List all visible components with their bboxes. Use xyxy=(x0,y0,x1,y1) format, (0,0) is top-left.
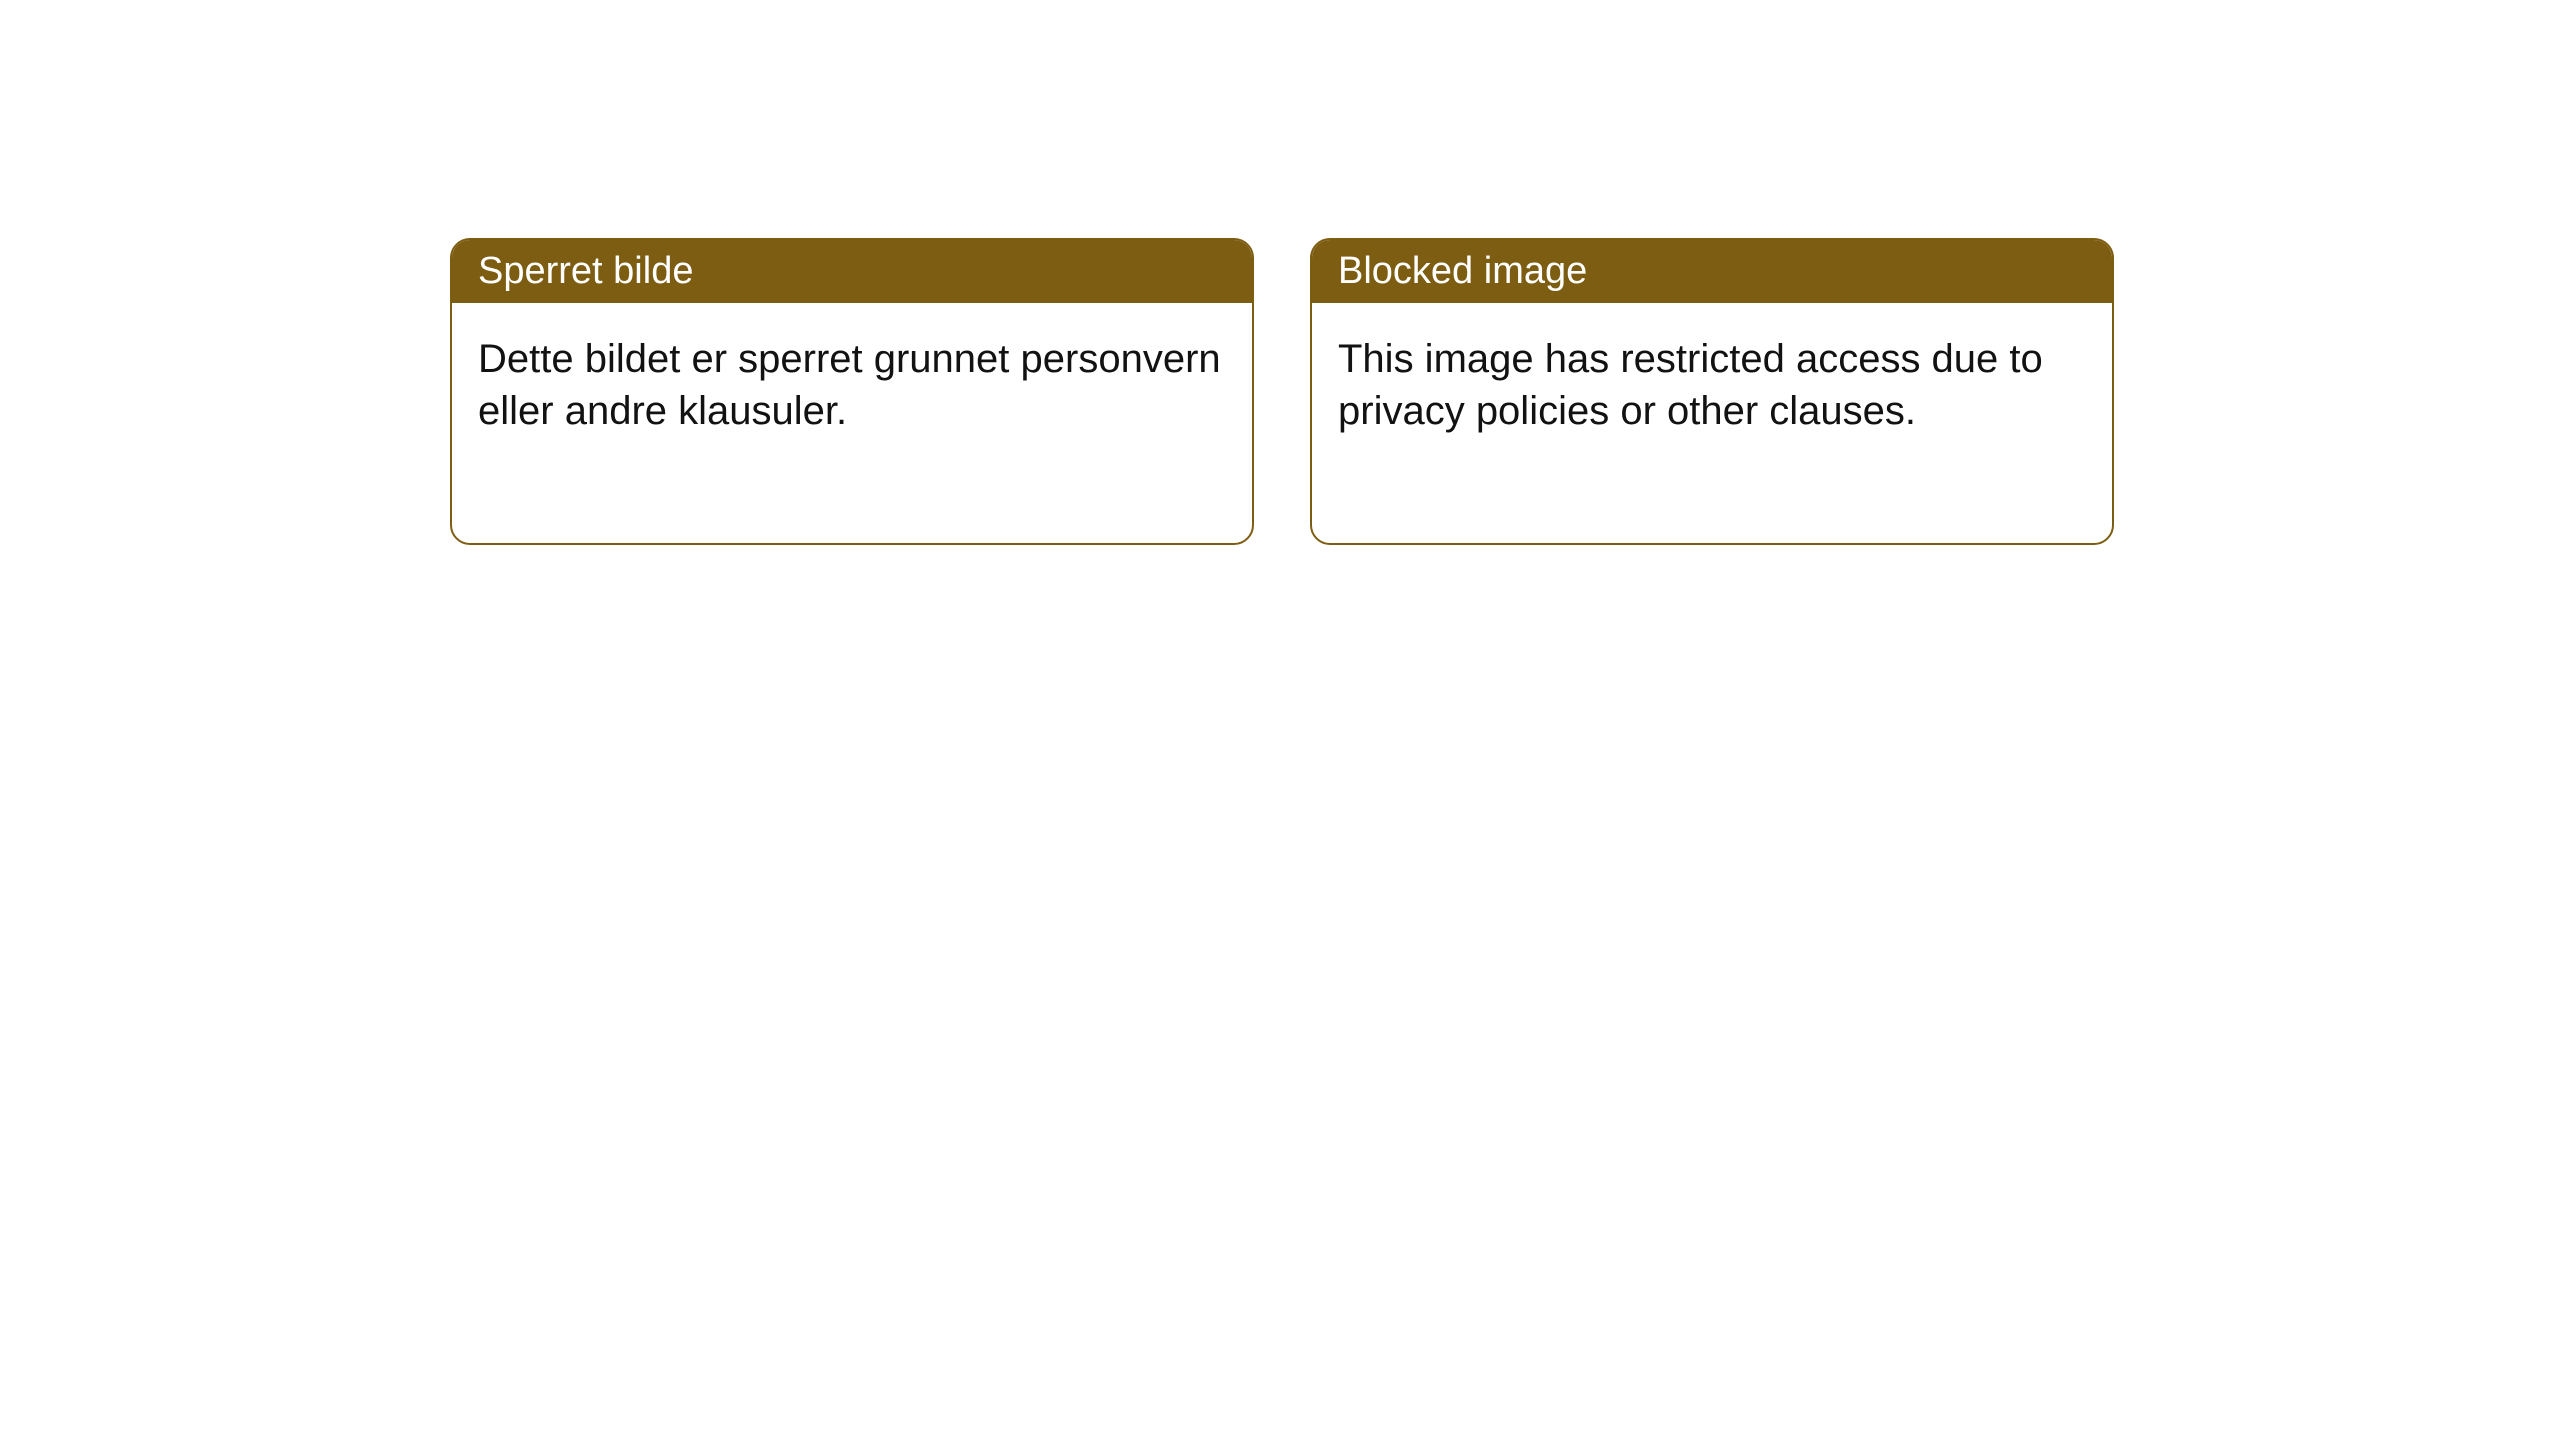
card-body-text: This image has restricted access due to … xyxy=(1338,337,2043,433)
card-header: Blocked image xyxy=(1312,240,2112,303)
card-body: This image has restricted access due to … xyxy=(1312,303,2112,543)
card-header: Sperret bilde xyxy=(452,240,1252,303)
card-body-text: Dette bildet er sperret grunnet personve… xyxy=(478,337,1221,433)
notice-card-norwegian: Sperret bilde Dette bildet er sperret gr… xyxy=(450,238,1254,545)
card-title: Sperret bilde xyxy=(478,250,693,292)
card-body: Dette bildet er sperret grunnet personve… xyxy=(452,303,1252,543)
notice-card-container: Sperret bilde Dette bildet er sperret gr… xyxy=(450,238,2114,545)
card-title: Blocked image xyxy=(1338,250,1587,292)
notice-card-english: Blocked image This image has restricted … xyxy=(1310,238,2114,545)
